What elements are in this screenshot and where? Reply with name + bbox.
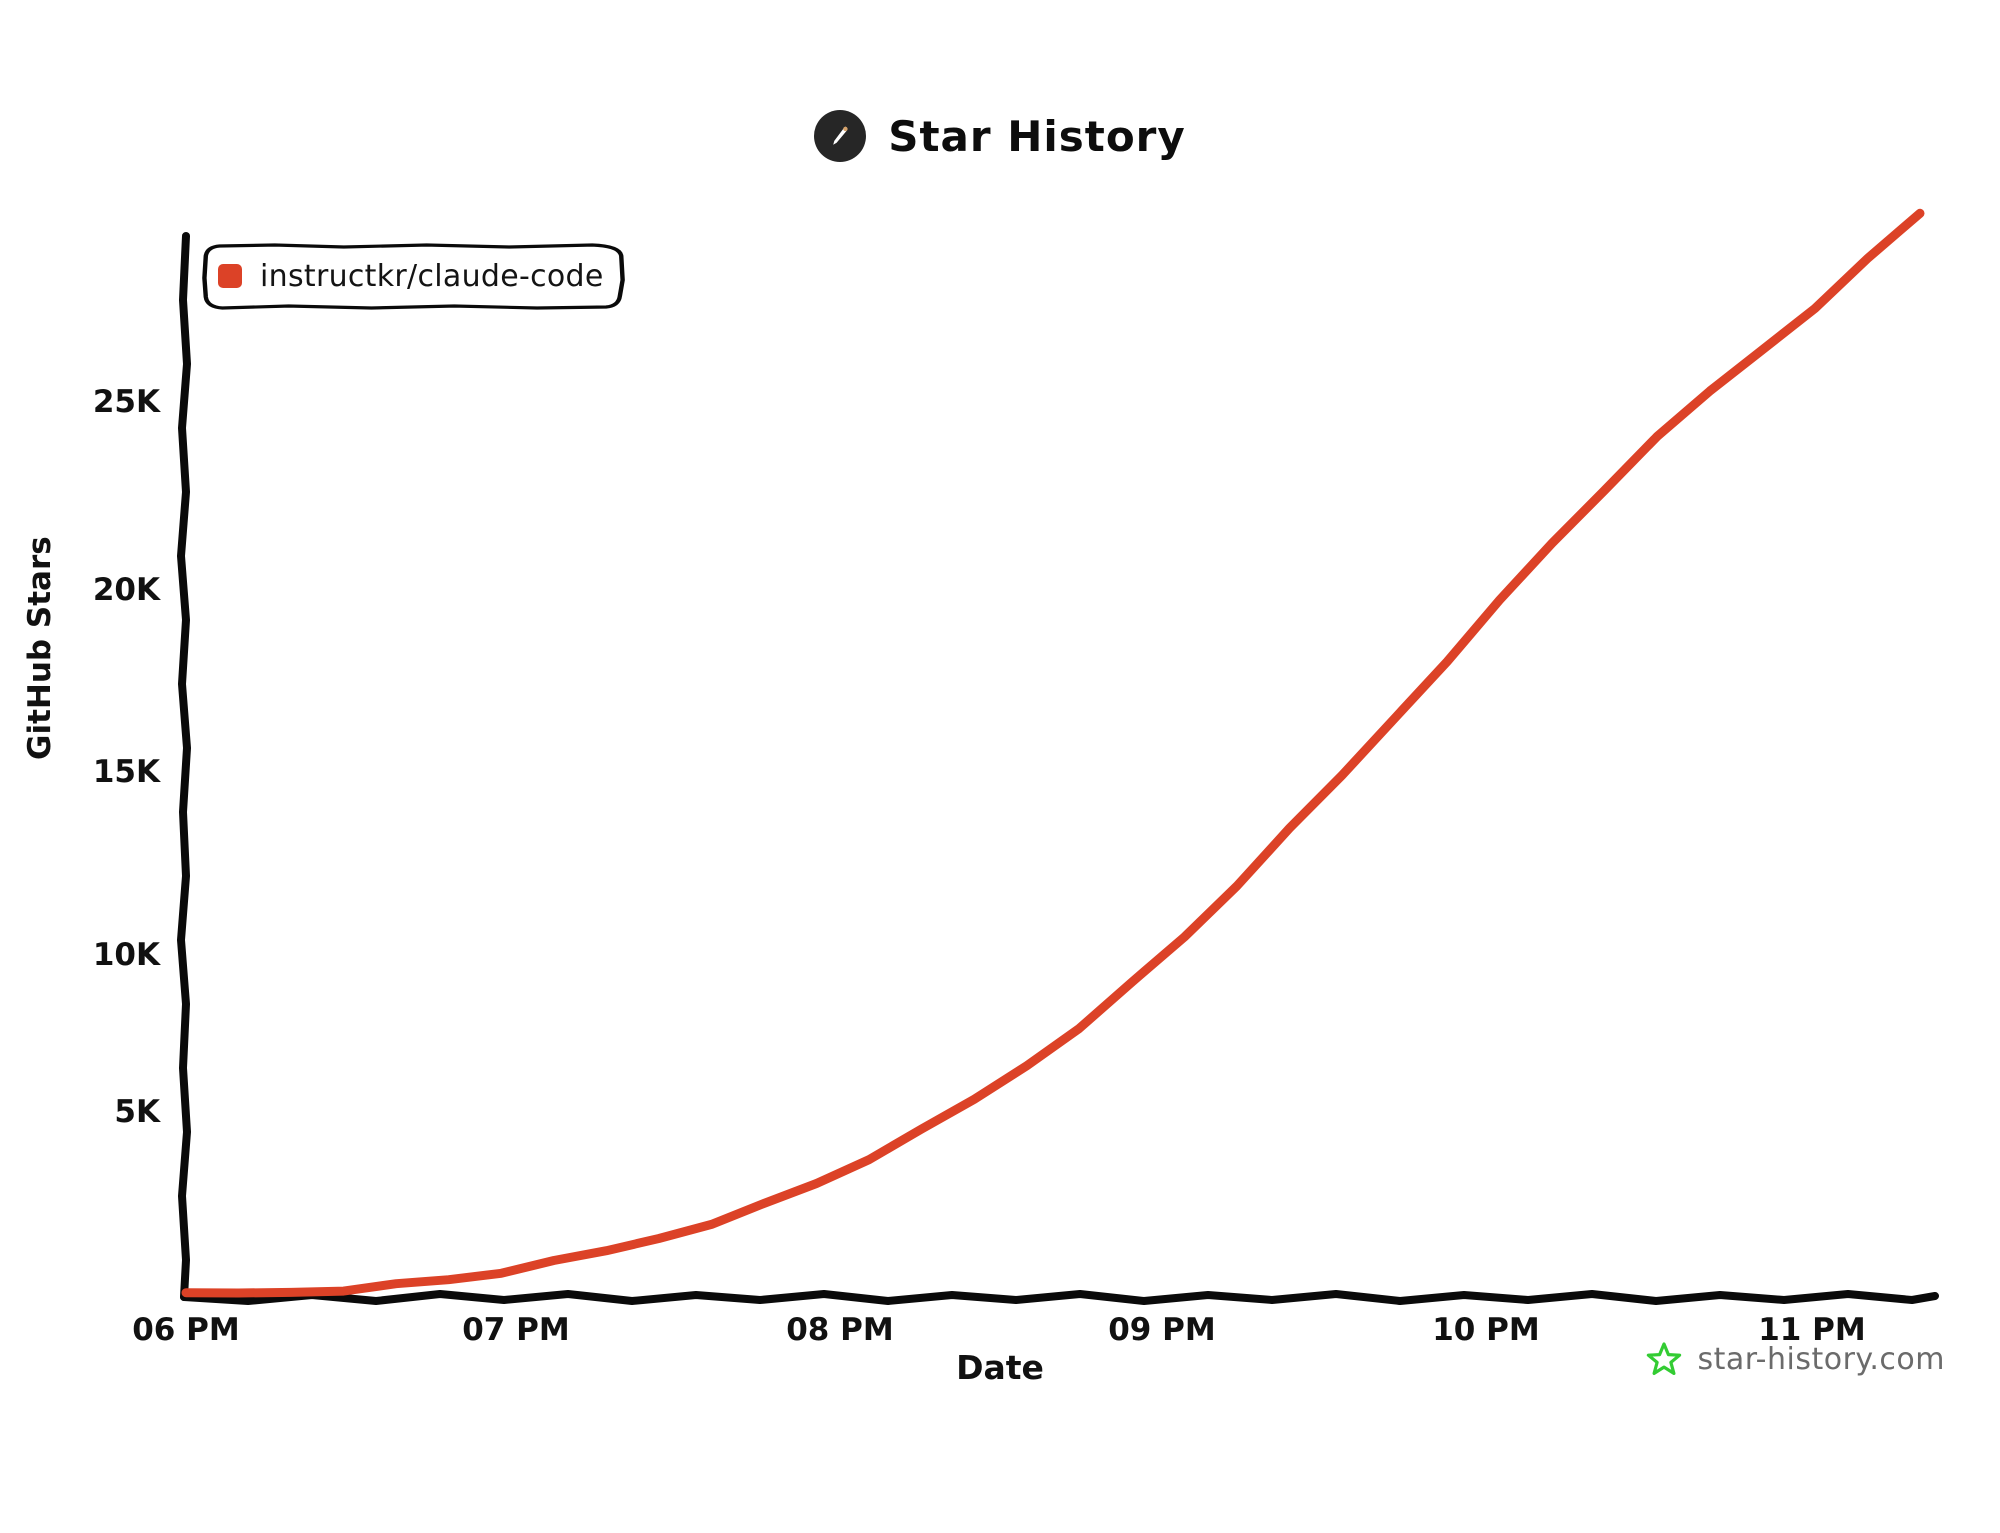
- legend-square-marker: [218, 264, 242, 288]
- x-axis-line: [180, 1290, 1939, 1305]
- legend-frame: [202, 243, 625, 310]
- y-tick-label: 25K: [92, 384, 160, 420]
- page-title: Star History: [888, 111, 1186, 161]
- chart-header: Star History: [0, 110, 2000, 162]
- y-tick-label: 5K: [114, 1094, 160, 1130]
- chart-legend[interactable]: instructkr/claude-code: [192, 240, 634, 312]
- x-tick-label: 06 PM: [132, 1312, 240, 1348]
- series-line-instructkr-claude-code: [181, 208, 1925, 1298]
- y-axis-title: GitHub Stars: [22, 536, 58, 760]
- y-axis-line: [177, 232, 191, 1301]
- y-tick-label: 10K: [92, 937, 160, 973]
- x-tick-label: 07 PM: [462, 1312, 570, 1348]
- x-tick-label: 09 PM: [1108, 1312, 1216, 1348]
- x-tick-label: 10 PM: [1432, 1312, 1540, 1348]
- pen-circle-icon: [814, 110, 867, 162]
- x-tick-label: 08 PM: [786, 1312, 894, 1348]
- watermark-label: star-history.com: [1697, 1341, 1945, 1377]
- y-tick-label: 15K: [92, 754, 160, 790]
- x-tick-label: 11 PM: [1758, 1312, 1866, 1348]
- legend-item-label: instructkr/claude-code: [260, 258, 604, 294]
- x-axis-title: Date: [956, 1348, 1044, 1387]
- star-icon: [1647, 1342, 1682, 1375]
- watermark[interactable]: star-history.com: [1645, 1340, 1945, 1378]
- y-tick-label: 20K: [92, 572, 160, 608]
